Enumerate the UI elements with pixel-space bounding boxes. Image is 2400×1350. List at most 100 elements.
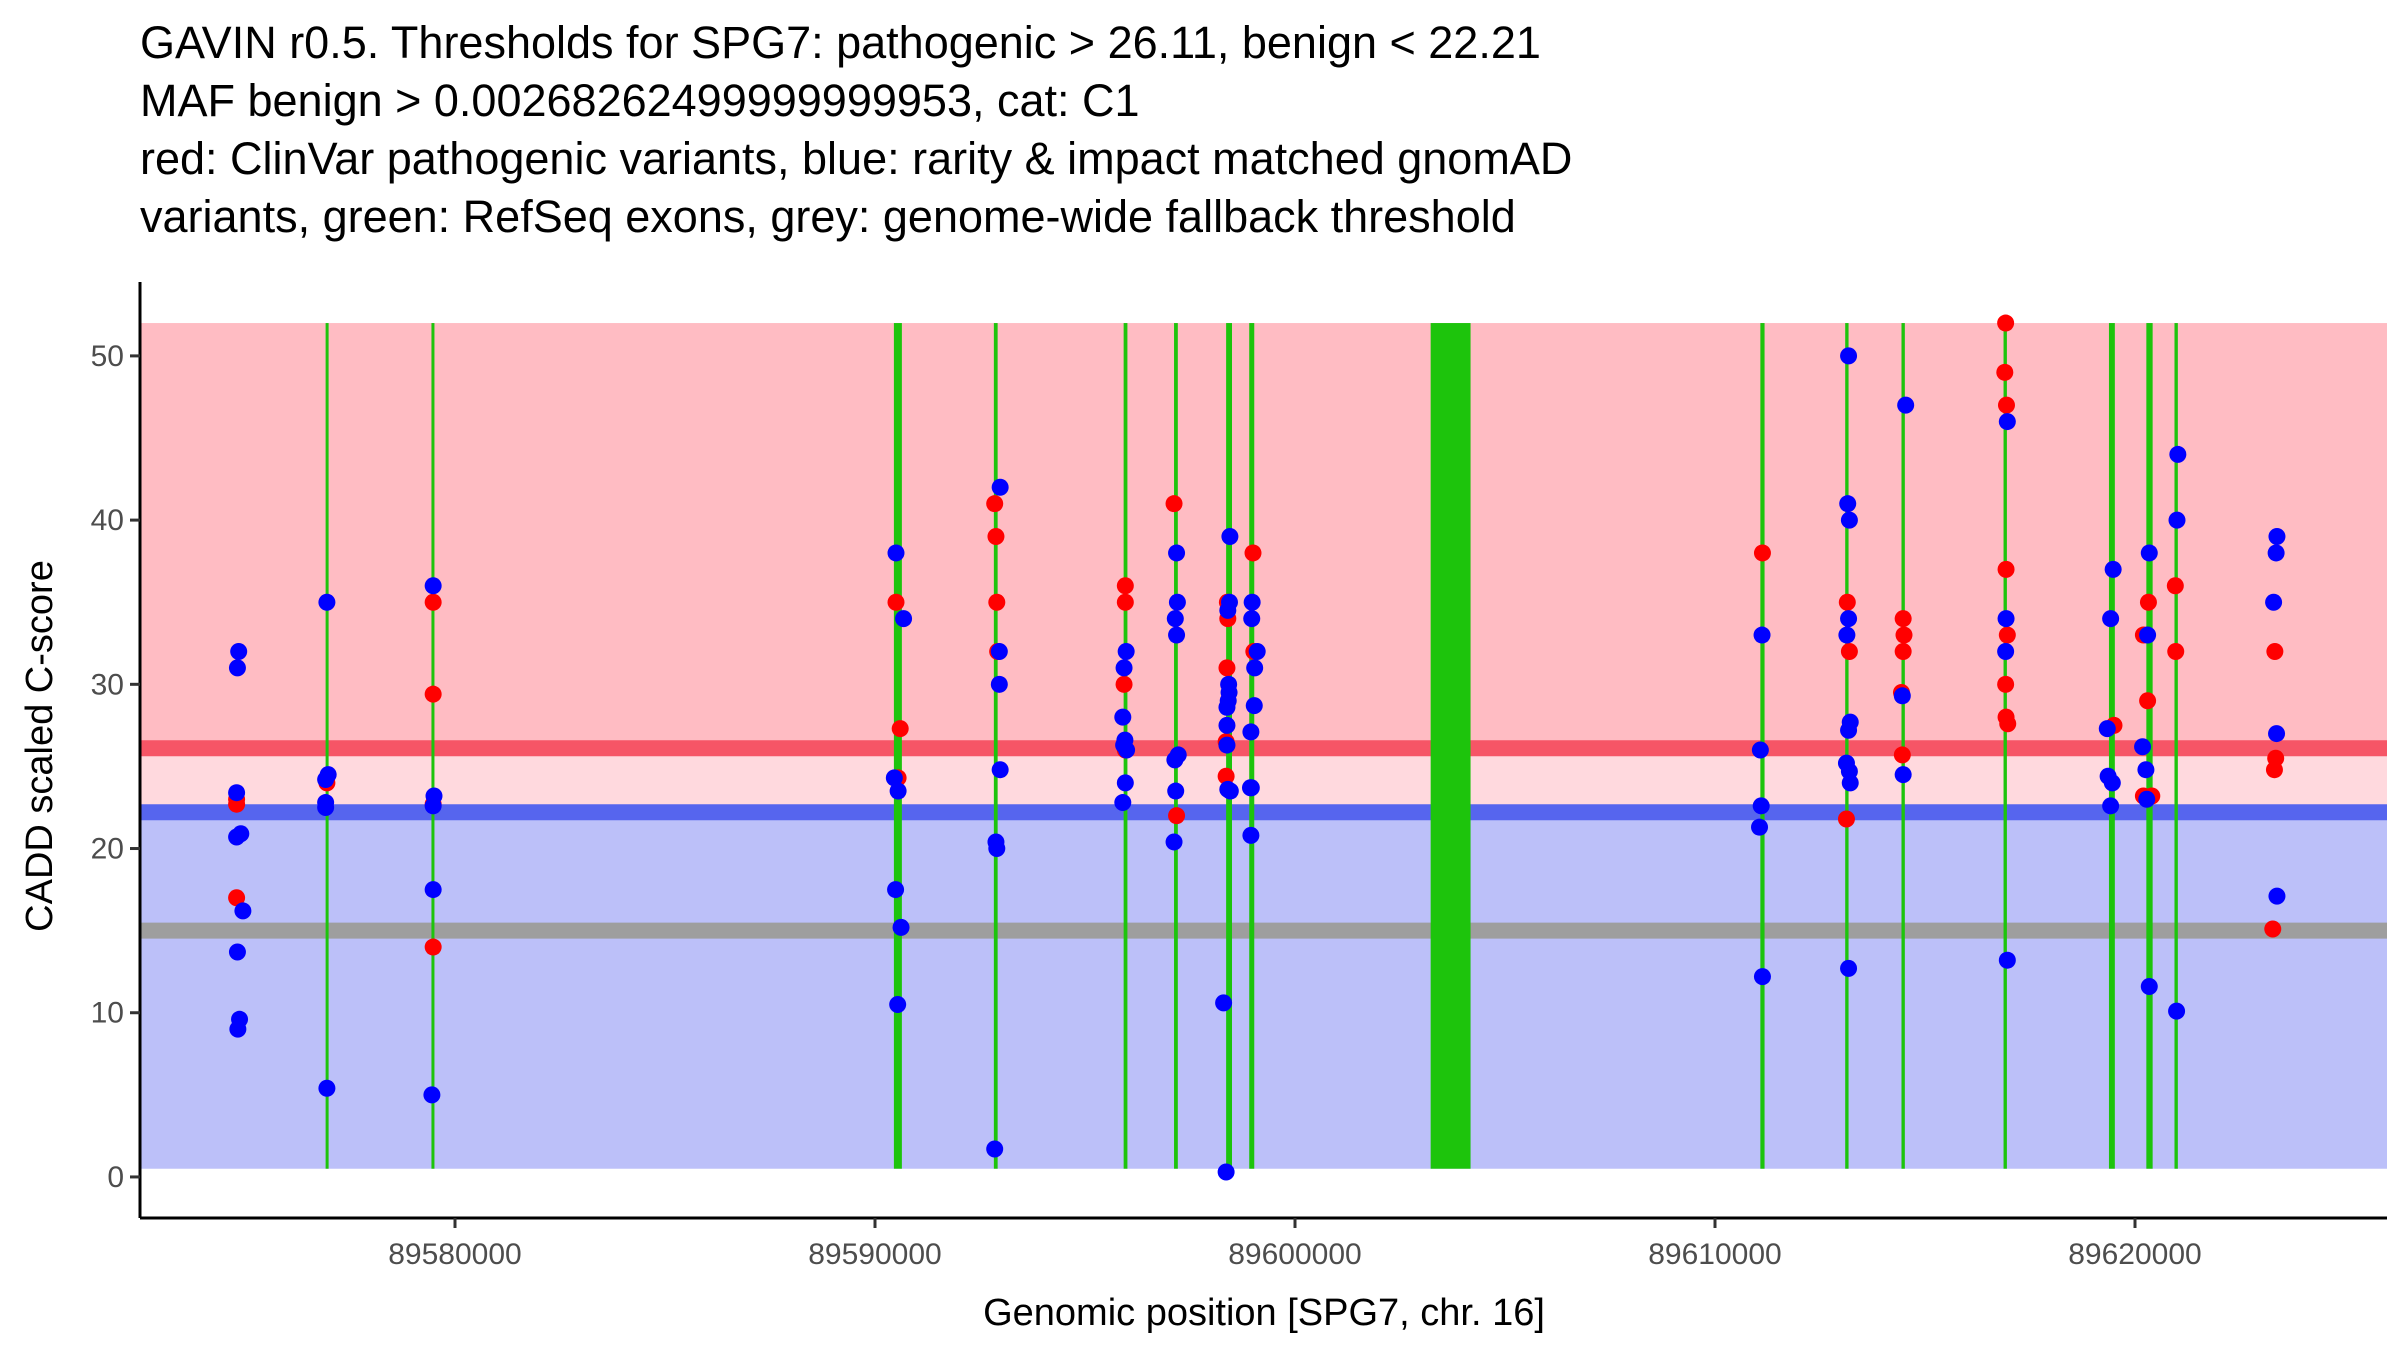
gnomad-point [1751, 741, 1769, 759]
gnomad-point [1243, 610, 1261, 628]
gnomad-point [2268, 528, 2286, 546]
x-tick-label: 89600000 [1228, 1238, 1361, 1271]
intermediate-region [140, 748, 2387, 813]
gnomad-point [2268, 887, 2286, 905]
gnomad-point [1838, 626, 1856, 644]
gnomad-point [2169, 445, 2187, 463]
pathogenic-region [140, 323, 2387, 749]
gnomad-point [1841, 774, 1859, 792]
clinvar-point [1838, 593, 1856, 611]
gnomad-point [1218, 716, 1236, 734]
clinvar-point [1840, 642, 1858, 660]
gnomad-point [2103, 774, 2121, 792]
gnomad-point [2104, 560, 2122, 578]
gnomad-point [424, 797, 442, 815]
gnomad-point [1221, 782, 1239, 800]
clinvar-point [2265, 761, 2283, 779]
gnomad-point [1114, 794, 1132, 812]
exon-bar-8 [1249, 323, 1255, 1169]
gnomad-point [228, 659, 246, 677]
clinvar-point [1997, 675, 2015, 693]
gnomad-point [1118, 741, 1136, 759]
gnomad-point [1218, 736, 1236, 754]
y-tick-label: 40 [91, 504, 124, 537]
gnomad-point [887, 544, 905, 562]
gnomad-point [1166, 751, 1184, 769]
gnomad-point [2140, 977, 2158, 995]
clinvar-point [2139, 593, 2157, 611]
gnomad-point [1840, 721, 1858, 739]
clinvar-point [2166, 577, 2184, 595]
gnomad-point [1221, 528, 1239, 546]
clinvar-point [1894, 610, 1912, 628]
gnomad-point [2140, 544, 2158, 562]
title-line-4: variants, green: RefSeq exons, grey: gen… [140, 191, 1516, 242]
gnomad-point [1217, 1163, 1235, 1181]
gnomad-point [2137, 761, 2155, 779]
gnomad-point [1245, 697, 1263, 715]
gnomad-point [1997, 610, 2015, 628]
clinvar-point [1837, 810, 1855, 828]
gnomad-point [887, 881, 905, 899]
gnomad-point [889, 782, 907, 800]
clinvar-point [887, 593, 905, 611]
gnomad-point [234, 902, 252, 920]
gnomad-point [228, 784, 246, 802]
gnomad-point [424, 577, 442, 595]
y-tick-label: 0 [107, 1161, 124, 1194]
variant-points [228, 314, 2286, 1181]
clinvar-point [1894, 642, 1912, 660]
clinvar-point [424, 685, 442, 703]
gnomad-point [2102, 797, 2120, 815]
gnomad-point [991, 761, 1009, 779]
clinvar-point [2266, 642, 2284, 660]
clinvar-point [1168, 807, 1186, 825]
gnomad-point [317, 771, 335, 789]
clinvar-point [228, 889, 246, 907]
threshold-regions [140, 323, 2387, 1169]
clinvar-point [986, 495, 1004, 513]
gnomad-point [1897, 396, 1915, 414]
y-tick-label: 30 [91, 668, 124, 701]
gnomad-point [2138, 790, 2156, 808]
x-tick-label: 89590000 [808, 1238, 941, 1271]
exon-bar-11 [1845, 323, 1849, 1169]
clinvar-point [1998, 626, 2016, 644]
gnomad-point [1166, 610, 1184, 628]
exon-bar-3 [893, 323, 902, 1169]
exon-bar-2 [431, 323, 435, 1169]
gnomad-point [232, 825, 250, 843]
clinvar-point [988, 593, 1006, 611]
gnomad-point [1751, 818, 1769, 836]
clinvar-point [1753, 544, 1771, 562]
gnomad-point [1241, 779, 1259, 797]
gnomad-point [1242, 723, 1260, 741]
gnomad-point [1165, 833, 1183, 851]
gnomad-point [424, 881, 442, 899]
gnomad-point [1893, 687, 1911, 705]
gnomad-point [1998, 413, 2016, 431]
gnomad-point [1840, 511, 1858, 529]
clinvar-point [424, 593, 442, 611]
gnomad-point [1215, 994, 1233, 1012]
gnomad-point [1243, 593, 1261, 611]
gnomad-point [988, 840, 1006, 858]
clinvar-point [1218, 659, 1236, 677]
clinvar-point [1116, 577, 1134, 595]
clinvar-point [1997, 560, 2015, 578]
gnomad-point [1246, 659, 1264, 677]
gnomad-point [892, 918, 910, 936]
gnomad-point [1116, 774, 1134, 792]
gnomad-point [1997, 642, 2015, 660]
gnomad-matched-points [228, 347, 2286, 1181]
gnomad-point [2168, 511, 2186, 529]
gnomad-point [1242, 826, 1260, 844]
clinvar-point [1997, 314, 2015, 332]
gnomad-point [1115, 659, 1133, 677]
clinvar-point [1115, 675, 1133, 693]
clinvar-point [1217, 767, 1235, 785]
gnomad-point [1840, 610, 1858, 628]
gnomad-point [1998, 951, 2016, 969]
gnomad-point [1839, 495, 1857, 513]
